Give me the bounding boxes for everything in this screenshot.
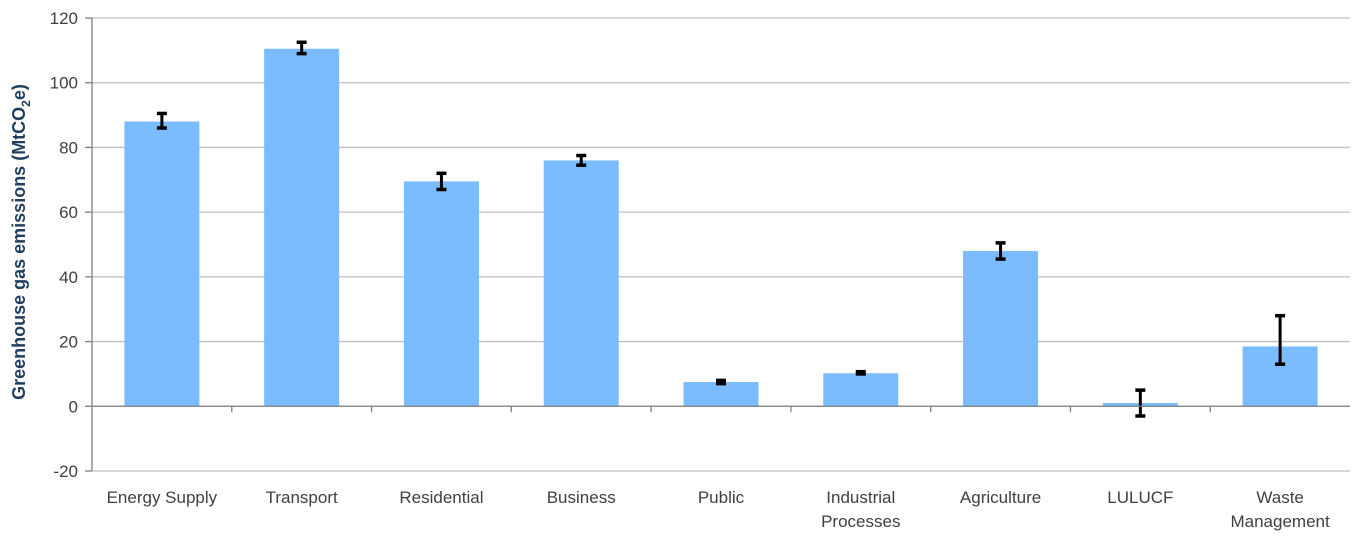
y-tick-labels: -20 0 20 40 60 80 100 120 [50,9,78,481]
bar [963,250,1039,407]
x-tick-labels: Energy Supply Transport Residential Busines… [107,488,1330,531]
x-tick-label: Agriculture [960,488,1041,507]
y-tick-label: -20 [53,462,78,481]
error-bar [296,40,307,56]
bar [124,121,200,407]
x-tick-label: LULUCF [1107,488,1173,507]
x-tick-label: Business [547,488,616,507]
axes [85,17,1350,472]
bar [403,181,479,407]
x-tick-label: Energy Supply [107,488,218,507]
y-axis-label-tail: e) [9,84,29,100]
x-tick-label: Transport [266,488,338,507]
error-bar [436,171,447,192]
x-tick-label: Residential [399,488,483,507]
y-axis-label-subscript: 2 [19,100,33,107]
y-tick-label: 60 [59,203,78,222]
error-bar [1275,313,1286,366]
y-axis-label-main: Greenhouse gas emissions (MtCO [9,107,29,400]
y-tick-label: 20 [59,333,78,352]
error-bar [995,241,1006,261]
error-bar [716,378,726,386]
bar [264,48,340,407]
bar [543,160,619,407]
y-axis-label: Greenhouse gas emissions (MtCO2e) [9,84,33,400]
x-tick-label: Processes [821,512,900,531]
bar [683,382,759,407]
x-tick-label: Management [1230,512,1330,531]
error-bars [156,40,1286,418]
error-bar [855,369,866,376]
y-tick-label: 120 [50,9,78,28]
x-tick-label: Waste [1256,488,1304,507]
y-tick-label: 100 [50,74,78,93]
error-bar [576,153,587,167]
x-tick-label: Public [698,488,745,507]
bar [823,373,899,407]
y-tick-label: 0 [69,397,78,416]
bars [124,48,1318,407]
y-tick-label: 80 [59,138,78,157]
error-bar [156,111,167,130]
error-bar [1135,388,1146,418]
x-tick-label: Industrial [826,488,895,507]
y-tick-label: 40 [59,268,78,287]
